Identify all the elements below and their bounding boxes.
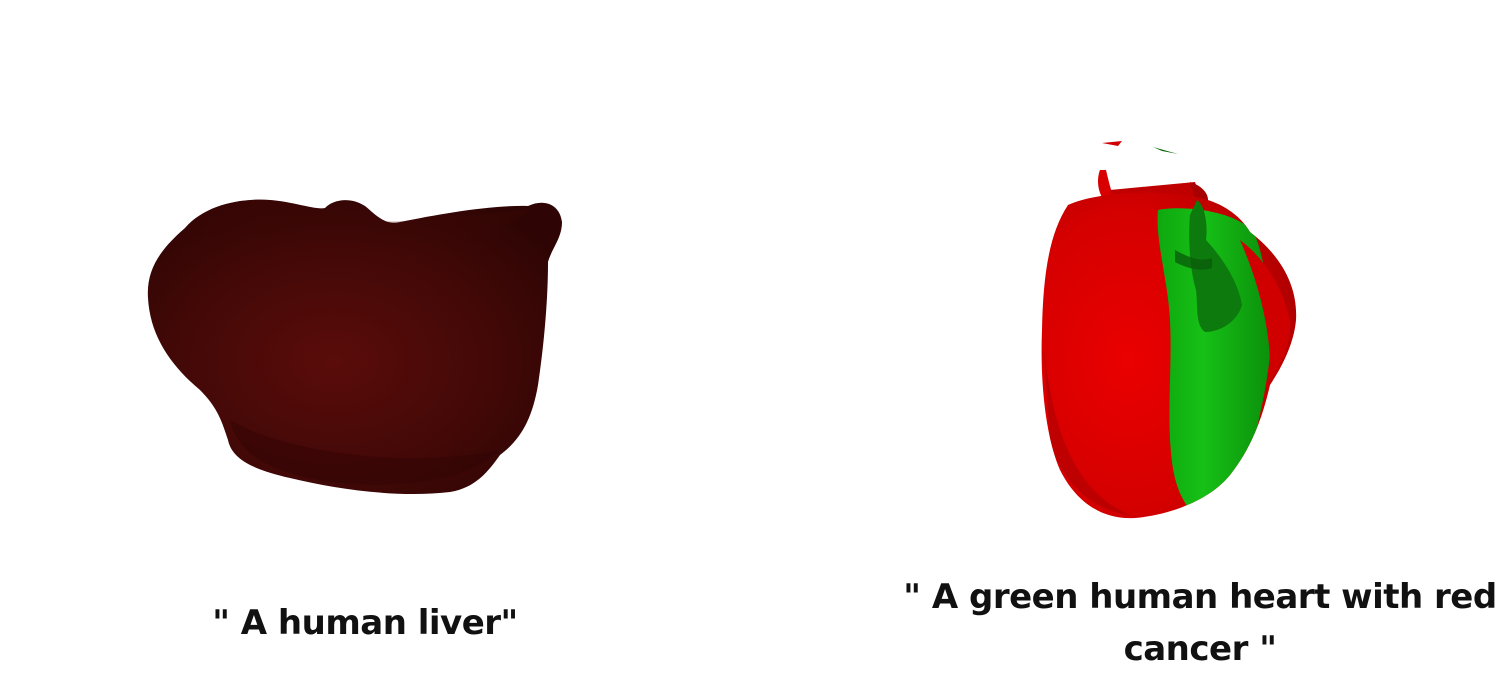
heart-render-image [1041,141,1297,519]
heart-panel: " A green human heart with red cancer " [750,0,1500,700]
liver-render-image [147,199,562,495]
liver-shape [147,199,562,495]
heart-shape [1041,192,1297,519]
heart-caption: " A green human heart with red cancer " [903,577,1497,669]
liver-caption: " A human liver" [212,603,518,643]
liver-panel: " A human liver" [147,199,562,643]
